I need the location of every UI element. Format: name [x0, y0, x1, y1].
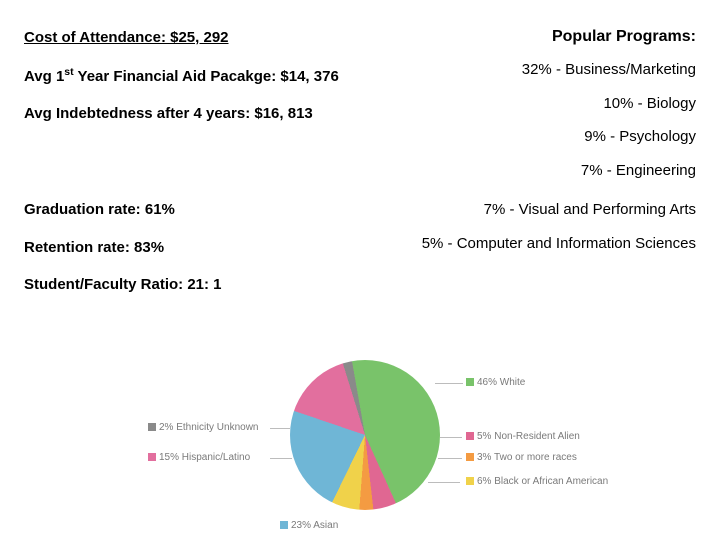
program-item: 7% - Visual and Performing Arts [376, 200, 696, 220]
retention-rate: Retention rate: 83% [24, 238, 376, 258]
program-item: 5% - Computer and Information Sciences [376, 234, 696, 254]
pie-label: 5% Non-Resident Alien [466, 431, 580, 442]
program-item: 7% - Engineering [436, 161, 696, 181]
student-faculty-ratio: Student/Faculty Ratio: 21: 1 [24, 275, 376, 295]
pie-label: 6% Black or African American [466, 476, 608, 487]
program-item: 9% - Psychology [436, 127, 696, 147]
pie-label: 3% Two or more races [466, 452, 577, 463]
program-item: 32% - Business/Marketing [436, 60, 696, 80]
pie-label: 15% Hispanic/Latino [148, 452, 250, 463]
program-item: 10% - Biology [436, 94, 696, 114]
demographics-pie-chart: 2% Ethnicity Unknown 15% Hispanic/Latino… [0, 330, 720, 540]
pie-label: 23% Asian [280, 520, 338, 531]
pie-label: 2% Ethnicity Unknown [148, 422, 259, 433]
popular-programs-header: Popular Programs: [436, 28, 696, 46]
cost-of-attendance: Cost of Attendance: $25, 292 [24, 28, 426, 48]
pie-label: 46% White [466, 377, 525, 388]
graduation-rate: Graduation rate: 61% [24, 200, 376, 220]
avg-debt: Avg Indebtedness after 4 years: $16, 813 [24, 104, 426, 124]
avg-aid: Avg 1st Year Financial Aid Pacakge: $14,… [24, 66, 426, 87]
pie-graphic [290, 360, 440, 510]
